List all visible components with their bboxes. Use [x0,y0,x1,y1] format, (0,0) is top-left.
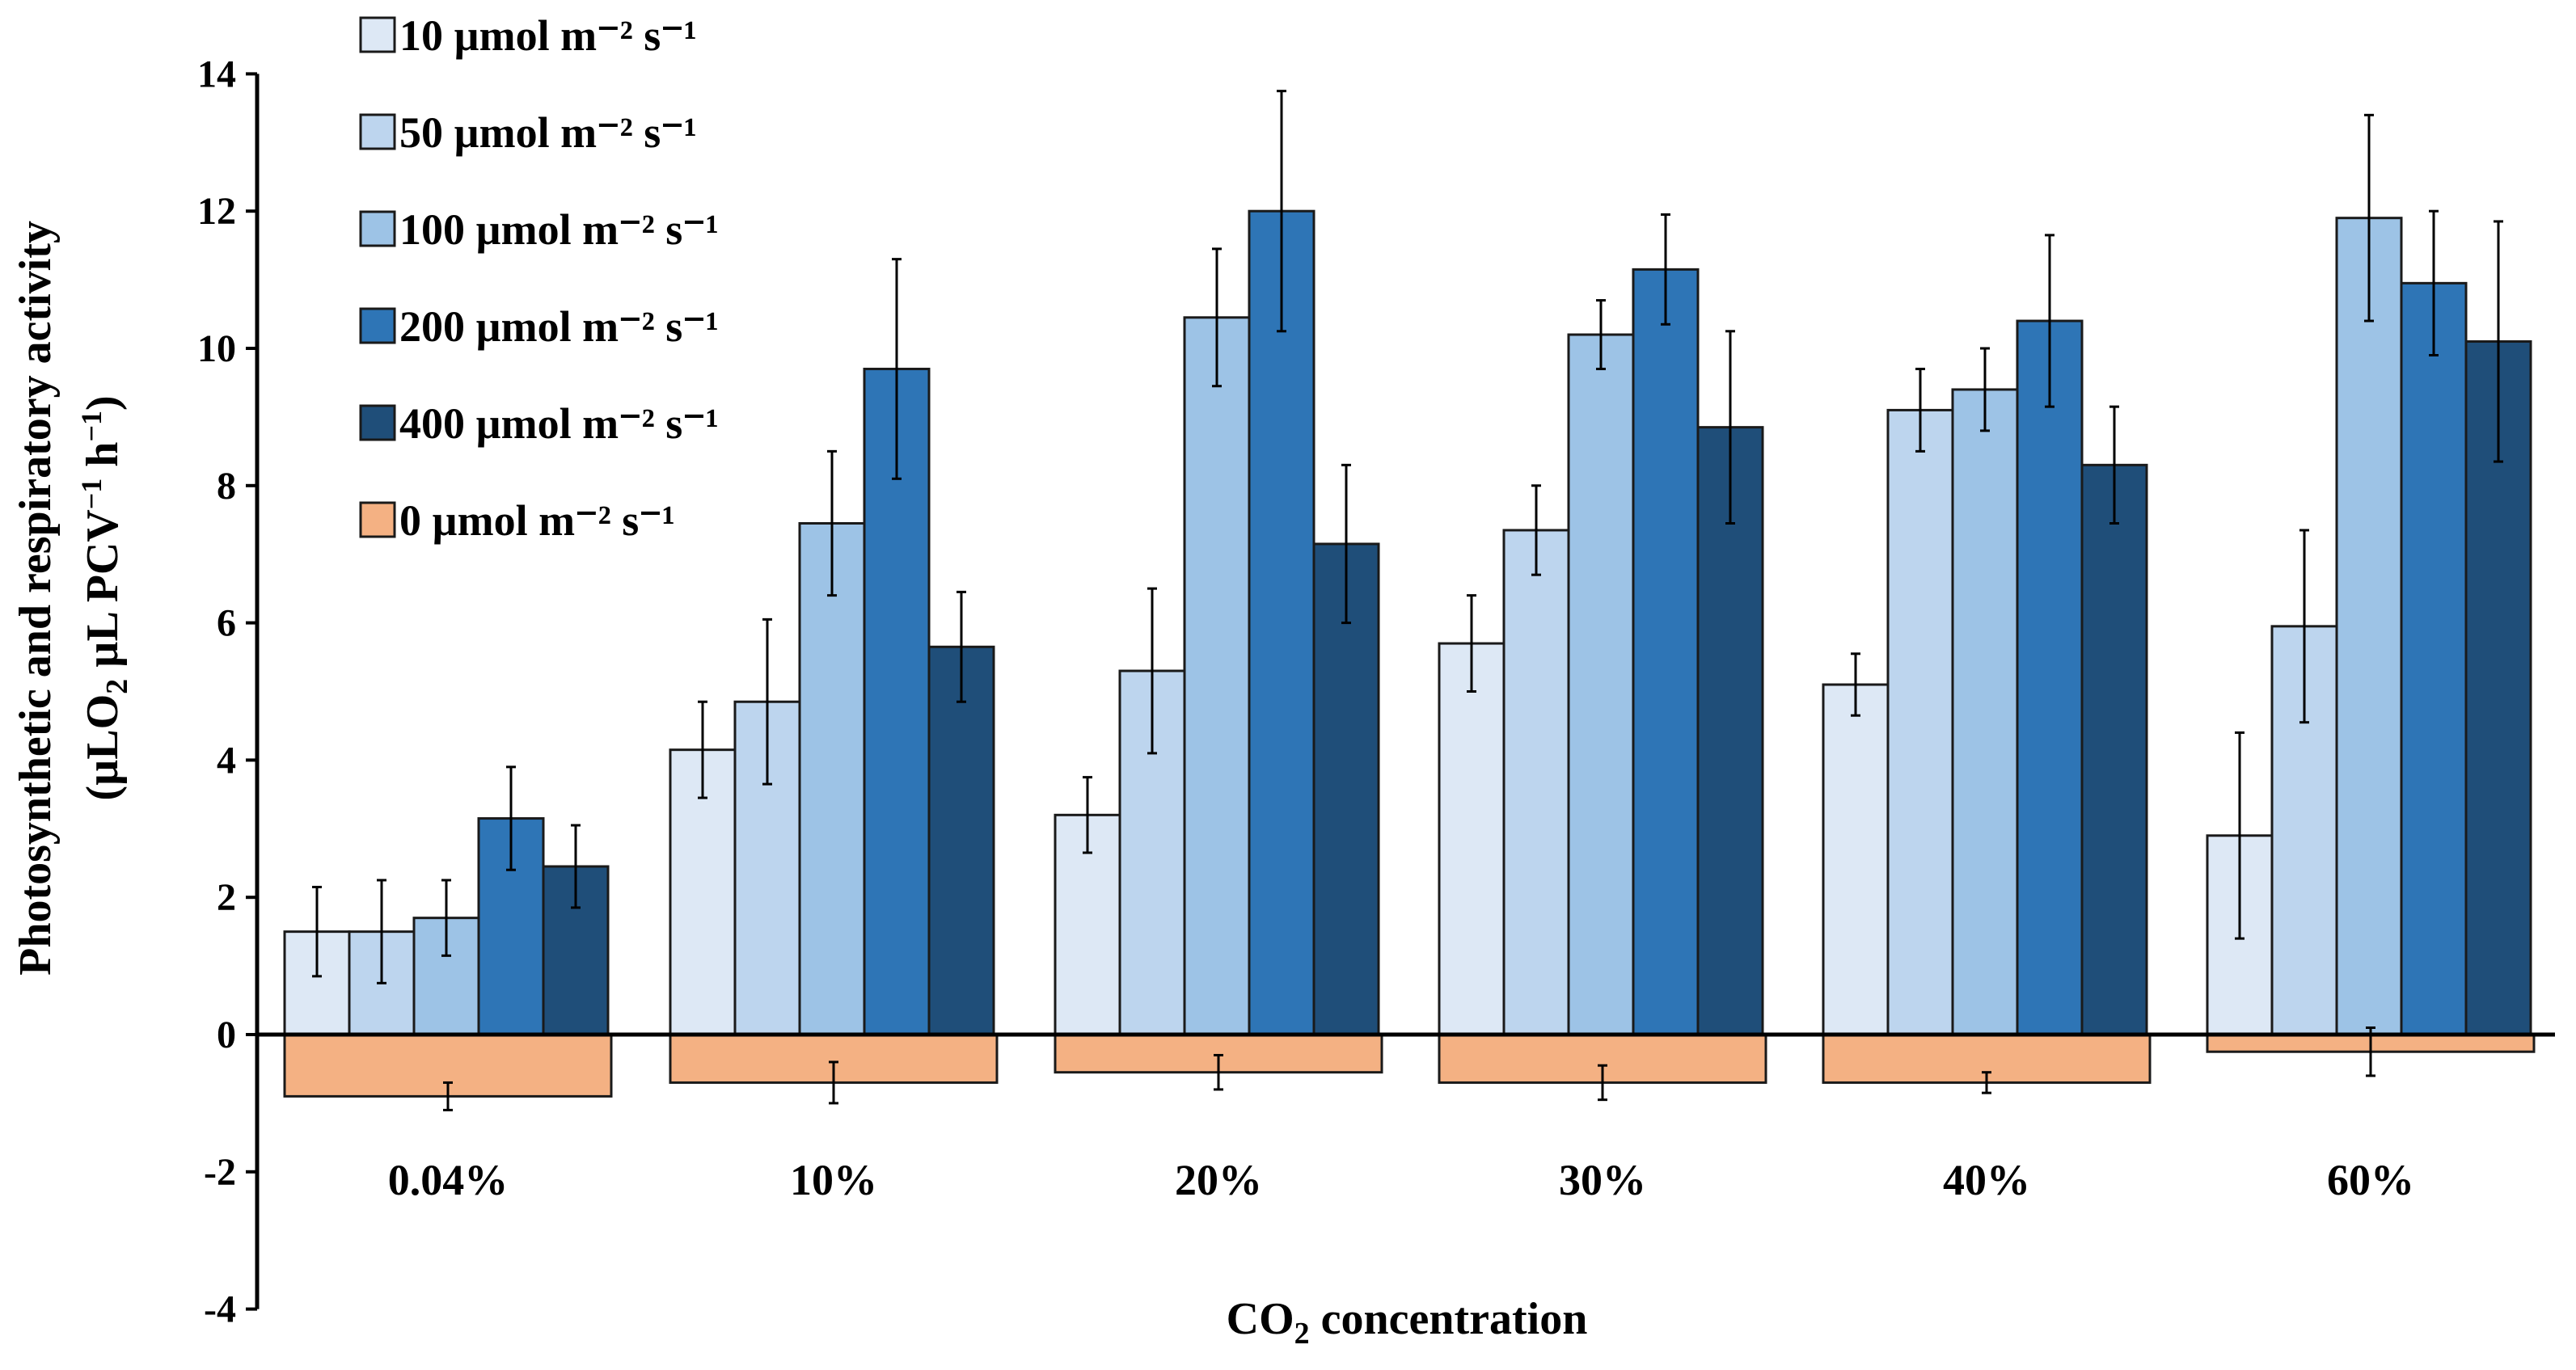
bar [1248,209,1315,1036]
y-tick-label: 8 [217,465,236,508]
x-tick-label: 40% [1943,1156,2030,1204]
bar [927,645,995,1036]
legend: 10 µmol m⁻² s⁻¹ 50 µmol m⁻² s⁻¹ 100 µmol m… [359,11,719,545]
bar [1951,388,2019,1036]
legend-label: 50 µmol m⁻² s⁻¹ [399,108,697,157]
bar [1502,529,1570,1036]
y-tick-label: 10 [197,327,236,370]
y-tick-label: 2 [217,876,236,919]
legend-swatch [359,210,396,247]
y-axis-title-subscript: 2 [100,679,134,694]
axes-layer: 0.04% 10% 20% 30% 40% 60% -4 -2 0 2 4 6 8 10 12 14 [197,53,2555,1331]
y-axis-title-superscript: −1 [75,478,108,510]
x-tick-label: 10% [790,1156,877,1204]
bar [1822,683,1890,1036]
y-axis-title-line2: (µLO2 µL PCV−1 h−1) [75,395,134,800]
legend-swatch [359,307,396,344]
y-tick-label: 14 [197,53,236,95]
y-axis-title-part: µL PCV [78,509,128,679]
y-axis-title-superscript: −1 [75,411,108,442]
error-bars-layer [312,90,2503,1111]
x-axis-title-part: concentration [1310,1294,1588,1344]
bar [2016,319,2084,1036]
bar [1632,268,1700,1036]
legend-swatch [359,501,396,538]
bar [2080,463,2148,1036]
x-axis-title: CO2 concentration [1227,1294,1588,1351]
x-tick-label: 20% [1175,1156,1262,1204]
bar [1696,426,1764,1036]
x-axis-title-subscript: 2 [1294,1317,1310,1351]
y-axis-title-line1: Photosynthetic and respiratory activity [11,221,61,976]
legend-label: 400 µmol m⁻² s⁻¹ [399,399,719,448]
legend-swatch [359,113,396,150]
bar [2335,217,2403,1036]
bar [1567,333,1635,1036]
legend-label: 0 µmol m⁻² s⁻¹ [399,496,675,545]
y-tick-label: 12 [197,190,236,233]
x-tick-label: 30% [1559,1156,1646,1204]
legend-label: 10 µmol m⁻² s⁻¹ [399,11,697,60]
legend-label: 100 µmol m⁻² s⁻¹ [399,205,719,254]
y-axis-title-part: h [78,442,128,478]
bar [1183,316,1251,1036]
y-tick-label: 0 [217,1014,236,1056]
bar [1438,642,1505,1036]
y-tick-label: 6 [217,602,236,645]
legend-swatch [359,404,396,441]
bar [1886,408,1954,1036]
bar [2400,281,2468,1036]
x-axis-title-part: CO [1227,1294,1294,1344]
y-tick-label: -4 [204,1288,236,1331]
legend-swatch [359,16,396,53]
legend-label: 200 µmol m⁻² s⁻¹ [399,302,719,351]
y-axis-title-part: (µLO [78,694,128,801]
x-tick-label: 60% [2327,1156,2414,1204]
bar [798,521,866,1036]
x-tick-label: 0.04% [388,1156,509,1204]
y-tick-label: -2 [204,1151,236,1194]
y-tick-label: 4 [217,739,236,782]
y-axis-title-part: ) [78,395,128,411]
bar [1312,542,1380,1036]
